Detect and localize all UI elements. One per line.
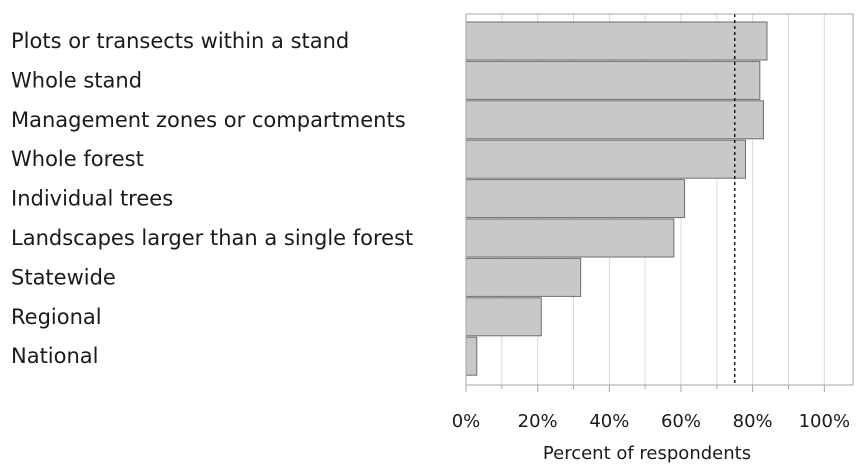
x-axis-title: Percent of respondents <box>543 443 751 464</box>
bars <box>465 21 768 376</box>
category-label: Statewide <box>11 265 116 289</box>
category-labels: Plots or transects within a stand Whole s… <box>11 29 413 368</box>
bar <box>465 139 746 179</box>
bar <box>465 297 542 337</box>
bar <box>465 60 761 100</box>
x-tick-label: 40% <box>589 411 629 432</box>
category-label: Whole forest <box>11 147 144 171</box>
category-label: National <box>11 344 99 368</box>
bar <box>465 21 768 61</box>
bar <box>465 179 686 219</box>
x-tick-label: 20% <box>518 411 558 432</box>
category-label: Plots or transects within a stand <box>11 29 349 53</box>
plot-frame <box>465 13 854 386</box>
bar <box>465 100 764 140</box>
x-tick-label: 80% <box>733 411 773 432</box>
category-label: Regional <box>11 305 102 329</box>
bar <box>465 336 478 376</box>
bar <box>465 257 582 297</box>
bar <box>465 218 675 258</box>
category-label: Individual trees <box>11 187 173 211</box>
x-axis-ticks: 0% 20% 40% 60% 80% 100% <box>452 385 850 432</box>
x-tick-label: 60% <box>661 411 701 432</box>
category-label: Whole stand <box>11 68 142 92</box>
x-tick-label: 100% <box>799 411 850 432</box>
x-tick-label: 0% <box>452 411 481 432</box>
category-label: Management zones or compartments <box>11 108 406 132</box>
category-label: Landscapes larger than a single forest <box>11 226 413 250</box>
